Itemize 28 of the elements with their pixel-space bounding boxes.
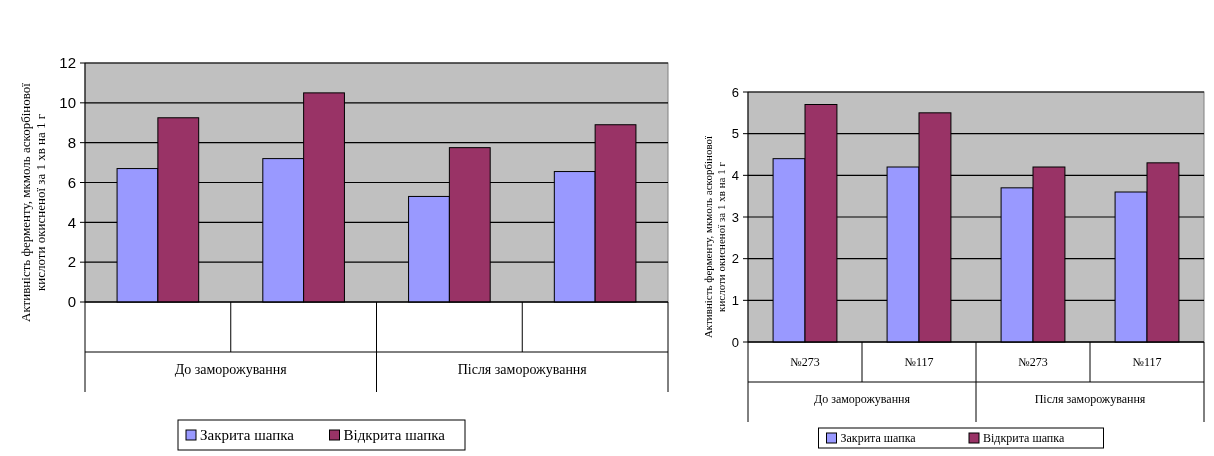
- y-tick-label: 1: [731, 292, 739, 308]
- y-tick-label: 0: [67, 293, 76, 311]
- text: Після заморожування: [457, 361, 588, 377]
- legend-label: Відкрита шапка: [343, 427, 446, 444]
- y-axis-title: Активність ферменту, мкмоль аскорбінової кислоти окисненої за 1 хв на 1 г: [18, 82, 48, 322]
- x-tick-label: №273: [1018, 355, 1048, 370]
- y-tick-label: 12: [59, 54, 76, 72]
- y-tick-label: 4: [731, 167, 739, 183]
- y-tick-label: 2: [67, 253, 76, 271]
- text: До заморожування: [813, 392, 911, 407]
- text: До заморожування: [174, 361, 288, 377]
- y-tick-label: 0: [731, 334, 739, 350]
- x-tick-label: №117: [1132, 355, 1162, 370]
- y-tick-label: 5: [731, 126, 739, 142]
- y-tick-label: 8: [67, 133, 76, 151]
- y-tick-label: 10: [59, 94, 76, 112]
- legend-label: Відкрита шапка: [983, 431, 1065, 446]
- text: Після заморожування: [1034, 392, 1146, 407]
- y-tick-label: 2: [731, 251, 739, 267]
- y-axis-title: Активність ферменту, мкмоль аскорбінової кислоти окисненої за 1 хв на 1 г: [702, 134, 727, 339]
- legend-label: Закрита шапка: [840, 431, 917, 446]
- y-tick-label: 3: [731, 209, 739, 225]
- x-tick-label: №273: [790, 355, 820, 370]
- y-tick-label: 6: [731, 84, 739, 100]
- y-tick-label: 4: [67, 213, 76, 231]
- x-tick-label: №117: [904, 355, 934, 370]
- y-tick-label: 6: [67, 173, 76, 191]
- legend-label: Закрита шапка: [200, 427, 295, 444]
